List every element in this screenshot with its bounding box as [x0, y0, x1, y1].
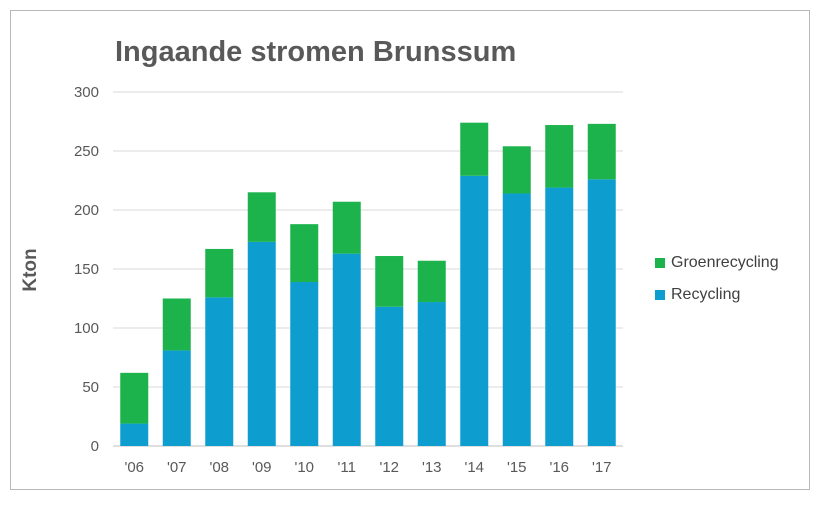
bar-groenrecycling-2	[205, 248, 234, 298]
bar-recycling-0	[120, 423, 149, 446]
y-tick-label-100: 100	[74, 320, 99, 337]
x-tick-label-1: '07	[167, 459, 187, 476]
bar-groenrecycling-7	[417, 260, 446, 303]
x-tick-label-0: '06	[124, 459, 144, 476]
chart-title: Ingaande stromen Brunssum	[115, 36, 517, 68]
y-tick-label-250: 250	[74, 143, 99, 160]
x-tick-label-4: '10	[294, 459, 314, 476]
x-tick-label-9: '15	[507, 459, 527, 476]
bar-recycling-5	[332, 253, 361, 446]
bar-recycling-2	[205, 297, 234, 446]
bar-groenrecycling-0	[120, 372, 149, 424]
bar-recycling-9	[502, 193, 531, 446]
legend-item-groenrecycling: Groenrecycling	[655, 254, 779, 272]
x-tick-label-7: '13	[422, 459, 442, 476]
legend-swatch-recycling	[655, 290, 665, 300]
bar-groenrecycling-1	[162, 298, 191, 351]
y-tick-label-150: 150	[74, 261, 99, 278]
bar-groenrecycling-3	[247, 192, 276, 242]
bar-recycling-1	[162, 350, 191, 446]
x-tick-label-10: '16	[549, 459, 569, 476]
y-tick-label-0: 0	[91, 438, 99, 455]
bar-groenrecycling-10	[545, 125, 574, 188]
x-tick-label-8: '14	[464, 459, 484, 476]
bar-recycling-4	[290, 281, 319, 446]
bar-groenrecycling-9	[502, 146, 531, 194]
bar-recycling-6	[375, 306, 404, 446]
legend-label-recycling: Recycling	[671, 286, 741, 303]
legend-swatch-groenrecycling	[655, 258, 665, 268]
x-tick-label-11: '17	[592, 459, 612, 476]
bar-groenrecycling-6	[375, 256, 404, 307]
x-tick-label-5: '11	[338, 459, 356, 476]
legend-item-recycling: Recycling	[655, 286, 740, 304]
bar-recycling-11	[587, 179, 616, 446]
y-tick-label-300: 300	[74, 84, 99, 101]
bar-recycling-10	[545, 187, 574, 446]
bar-groenrecycling-11	[587, 123, 616, 180]
y-tick-label-50: 50	[82, 379, 99, 396]
bar-groenrecycling-5	[332, 201, 361, 254]
bar-groenrecycling-4	[290, 224, 319, 282]
x-tick-label-3: '09	[252, 459, 272, 476]
bar-recycling-7	[417, 302, 446, 446]
bar-recycling-3	[247, 241, 276, 446]
x-tick-label-2: '08	[209, 459, 229, 476]
bar-recycling-8	[460, 175, 489, 446]
y-tick-label-200: 200	[74, 202, 99, 219]
bar-groenrecycling-8	[460, 122, 489, 176]
x-tick-label-6: '12	[379, 459, 399, 476]
legend-label-groenrecycling: Groenrecycling	[671, 254, 779, 271]
